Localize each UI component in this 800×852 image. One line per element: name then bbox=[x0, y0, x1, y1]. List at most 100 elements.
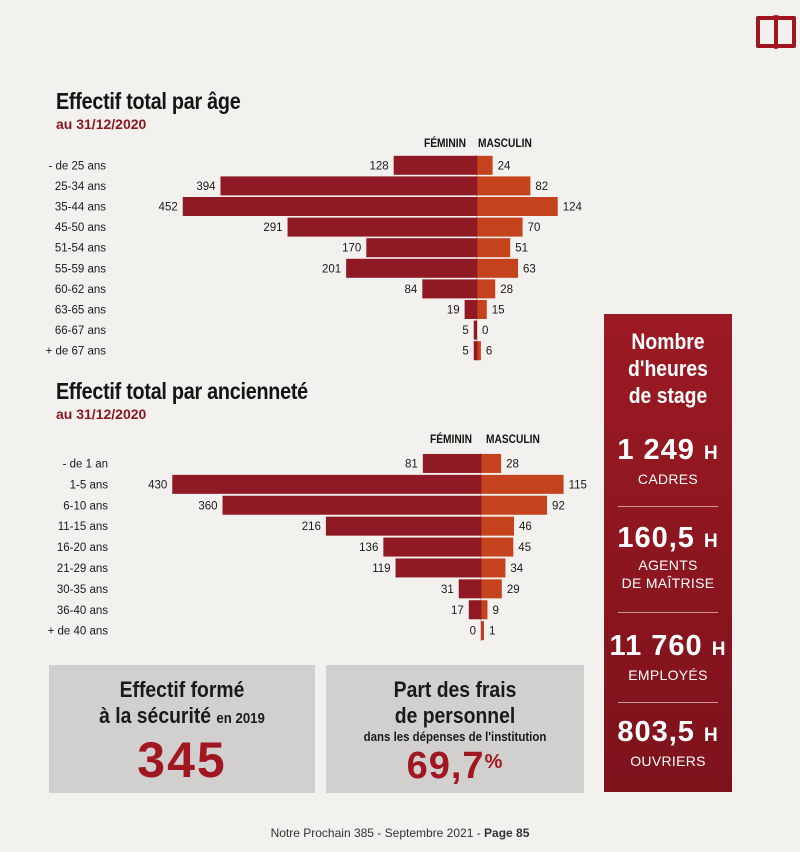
stat-number: 803,5 bbox=[617, 716, 695, 748]
data-label-feminin: 452 bbox=[159, 202, 178, 214]
data-label-feminin: 81 bbox=[405, 458, 418, 470]
stat-label: CADRES bbox=[637, 471, 699, 487]
data-label-feminin: 19 bbox=[447, 305, 460, 317]
value-unit: % bbox=[484, 751, 504, 773]
legend-masculin: MASCULIN bbox=[486, 432, 540, 446]
data-label-feminin: 216 bbox=[302, 521, 321, 533]
category-label: 30-35 ans bbox=[57, 584, 108, 596]
panel-title: Nombre d'heures de stage bbox=[612, 328, 725, 409]
category-label: 25-34 ans bbox=[55, 181, 106, 193]
stat-unit: H bbox=[703, 725, 719, 746]
category-label: + de 67 ans bbox=[46, 346, 107, 358]
card-title: Part des frais bbox=[393, 677, 517, 702]
security-value: 345 bbox=[137, 732, 227, 788]
bar-feminin bbox=[473, 341, 477, 361]
card-title: de personnel bbox=[394, 703, 516, 728]
bar-masculin bbox=[477, 197, 558, 216]
age-pyramid-chart: - de 25 ans 128 24 25-34 ans 394 82 35-44 ans 4… bbox=[46, 155, 583, 361]
stat-label: EMPLOYÉS bbox=[628, 667, 708, 683]
data-label-feminin: 430 bbox=[148, 479, 167, 491]
bar-masculin bbox=[477, 176, 531, 196]
footer: Notre Prochain 385 - Septembre 2021 - Pa… bbox=[0, 826, 800, 840]
data-label-feminin: 119 bbox=[372, 563, 390, 575]
category-label: 11-15 ans bbox=[58, 521, 109, 533]
bar-masculin bbox=[481, 516, 515, 536]
chart-subtitle: au 31/12/2020 bbox=[56, 406, 147, 422]
bar-masculin bbox=[477, 300, 487, 319]
panel-title-line: de stage bbox=[628, 383, 708, 408]
data-label-masculin: 29 bbox=[507, 584, 520, 596]
legend-feminin: FÉMININ bbox=[430, 432, 472, 446]
bar-masculin bbox=[481, 558, 506, 578]
card-subtitle: dans les dépenses de l'institution bbox=[363, 729, 547, 744]
category-label: 51-54 ans bbox=[55, 243, 106, 255]
bar-feminin bbox=[172, 474, 481, 494]
data-label-masculin: 24 bbox=[498, 160, 511, 172]
bar-feminin bbox=[222, 495, 481, 515]
category-label: + de 40 ans bbox=[48, 626, 109, 638]
category-label: 1-5 ans bbox=[70, 479, 109, 491]
bar-masculin bbox=[477, 217, 523, 237]
bar-feminin bbox=[395, 558, 481, 578]
stat-value: 1 249 H bbox=[604, 434, 732, 467]
stat-number: 11 760 bbox=[609, 630, 703, 662]
data-label-masculin: 45 bbox=[518, 542, 531, 554]
bar-feminin bbox=[325, 516, 481, 536]
data-label-masculin: 115 bbox=[569, 479, 587, 491]
stat-label: AGENTS bbox=[638, 557, 698, 573]
stat-value: 803,5 H bbox=[604, 716, 732, 749]
data-label-feminin: 5 bbox=[462, 346, 468, 358]
stat-label: OUVRIERS bbox=[630, 753, 706, 769]
data-label-masculin: 15 bbox=[492, 305, 505, 317]
stat-unit: H bbox=[703, 531, 719, 552]
category-label: 55-59 ans bbox=[55, 263, 106, 275]
data-label-masculin: 6 bbox=[486, 346, 492, 358]
bar-feminin bbox=[287, 217, 477, 237]
personnel-cost-value: 69,7% bbox=[326, 745, 584, 788]
stat-value: 11 760 H bbox=[604, 630, 732, 663]
card-title-suffix: en 2019 bbox=[216, 710, 265, 727]
legend-feminin: FÉMININ bbox=[424, 136, 466, 150]
bar-masculin bbox=[477, 155, 493, 175]
stat-label: DE MAÎTRISE bbox=[621, 575, 715, 591]
bar-feminin bbox=[422, 453, 481, 473]
bar-masculin bbox=[477, 341, 481, 361]
bar-feminin bbox=[473, 320, 477, 340]
stat-number: 160,5 bbox=[617, 522, 695, 554]
bar-masculin bbox=[477, 238, 511, 258]
card-title: Effectif formé bbox=[119, 677, 245, 702]
data-label-feminin: 0 bbox=[470, 626, 476, 638]
data-label-masculin: 70 bbox=[528, 222, 541, 234]
data-label-masculin: 63 bbox=[523, 263, 536, 275]
data-label-feminin: 136 bbox=[359, 542, 378, 554]
data-label-feminin: 5 bbox=[462, 325, 468, 337]
category-label: - de 1 an bbox=[63, 458, 108, 470]
card-title: à la sécurité en 2019 bbox=[65, 703, 299, 729]
data-label-masculin: 0 bbox=[482, 325, 488, 337]
bar-feminin bbox=[346, 258, 477, 278]
bar-feminin bbox=[366, 238, 477, 258]
data-label-masculin: 1 bbox=[489, 626, 495, 638]
panel-title-line: d'heures bbox=[628, 356, 708, 381]
category-label: 35-44 ans bbox=[55, 202, 106, 214]
bar-masculin bbox=[481, 474, 564, 494]
data-label-feminin: 291 bbox=[263, 222, 282, 234]
bar-feminin bbox=[393, 155, 477, 175]
divider bbox=[618, 612, 718, 613]
card-title-line: à la sécurité bbox=[99, 703, 212, 728]
data-label-feminin: 31 bbox=[441, 584, 454, 596]
bar-feminin bbox=[220, 176, 478, 196]
data-label-feminin: 394 bbox=[196, 181, 216, 193]
chart-title: Effectif total par ancienneté bbox=[56, 378, 308, 404]
data-label-feminin: 170 bbox=[342, 243, 361, 255]
bar-masculin bbox=[477, 279, 496, 299]
bar-masculin bbox=[481, 600, 488, 620]
footer-page: Page 85 bbox=[484, 826, 530, 840]
category-label: 63-65 ans bbox=[55, 305, 106, 317]
data-label-masculin: 46 bbox=[519, 521, 532, 533]
bar-feminin bbox=[468, 600, 481, 620]
chart-subtitle: au 31/12/2020 bbox=[56, 116, 147, 132]
bar-masculin bbox=[481, 537, 514, 557]
divider bbox=[618, 702, 718, 703]
